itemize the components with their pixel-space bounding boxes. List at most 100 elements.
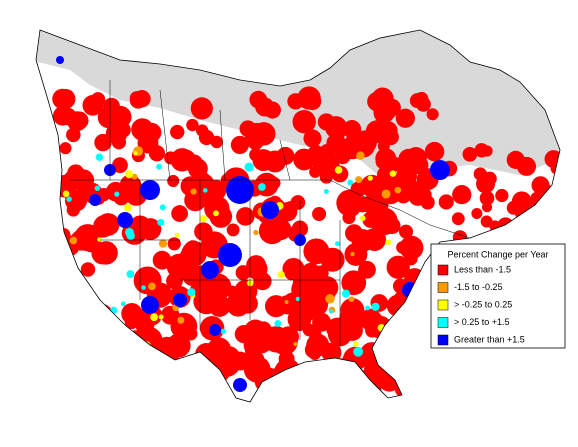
blob <box>365 305 371 311</box>
blob <box>94 185 101 191</box>
blob <box>190 188 197 195</box>
blob <box>56 390 72 402</box>
blob <box>157 355 184 382</box>
blob <box>55 88 76 109</box>
blob <box>531 176 550 195</box>
blob <box>59 107 77 126</box>
blob <box>140 180 160 200</box>
blob <box>244 162 254 172</box>
blob <box>141 296 159 314</box>
blob <box>55 369 80 393</box>
blob <box>59 142 72 155</box>
blob <box>375 153 392 170</box>
blob <box>313 377 339 402</box>
blob <box>124 330 142 348</box>
blob <box>89 194 101 206</box>
blob <box>94 219 112 238</box>
blob <box>424 141 445 162</box>
blob <box>233 378 247 392</box>
blob <box>110 306 118 314</box>
blob <box>379 121 398 140</box>
blob <box>47 350 74 377</box>
blob <box>335 241 341 247</box>
blob <box>268 380 293 402</box>
blob <box>438 194 454 210</box>
blob <box>181 263 205 287</box>
blob <box>137 366 154 382</box>
blob <box>309 165 322 178</box>
blob <box>126 231 135 241</box>
blob <box>95 153 104 161</box>
blob <box>90 92 106 107</box>
blob <box>356 151 365 160</box>
blob <box>158 382 187 402</box>
blob <box>303 92 322 111</box>
blob <box>452 185 472 205</box>
blob <box>187 369 202 384</box>
blob <box>97 106 120 129</box>
blob <box>395 108 416 128</box>
blob <box>57 229 64 237</box>
blob <box>112 157 128 174</box>
blob <box>246 258 268 280</box>
blob <box>371 302 380 311</box>
blob <box>56 56 64 64</box>
blob <box>402 282 418 298</box>
blob <box>395 325 418 348</box>
blob <box>302 323 316 337</box>
legend-swatch <box>437 317 449 328</box>
blob <box>174 232 180 238</box>
blob <box>220 328 226 334</box>
blob <box>102 338 120 356</box>
blob <box>351 229 375 252</box>
blob <box>426 108 439 121</box>
blob <box>192 367 218 393</box>
blob <box>187 288 196 297</box>
blob <box>342 211 356 225</box>
blob <box>170 124 185 140</box>
blob <box>359 215 366 222</box>
blob <box>97 237 102 242</box>
blob <box>430 160 450 180</box>
blob <box>72 169 95 192</box>
blob <box>396 329 424 357</box>
blob <box>67 337 91 361</box>
legend-label: Less than -1.5 <box>454 264 511 274</box>
blob <box>210 135 223 149</box>
blob <box>295 296 301 302</box>
blob <box>270 380 286 396</box>
blob <box>213 210 219 217</box>
blob <box>284 300 289 305</box>
blob <box>358 260 376 279</box>
blob <box>405 146 427 169</box>
blob <box>166 272 183 290</box>
blob <box>364 382 382 399</box>
blob <box>156 336 178 358</box>
blob <box>270 363 298 392</box>
blob <box>117 212 133 228</box>
blob <box>495 188 509 203</box>
blob <box>195 124 209 137</box>
blob <box>69 236 78 245</box>
blob <box>274 319 282 327</box>
blob <box>167 237 181 251</box>
blob <box>125 170 134 179</box>
blob <box>121 303 143 325</box>
blob <box>385 239 392 246</box>
blob <box>190 97 213 120</box>
blob <box>85 369 110 394</box>
blob <box>159 204 166 211</box>
blob <box>378 339 395 356</box>
blob <box>354 196 371 213</box>
blob <box>348 296 355 302</box>
blob <box>133 151 138 156</box>
blob <box>239 120 257 138</box>
blob <box>208 294 231 317</box>
blob <box>353 346 364 357</box>
blob <box>394 338 413 358</box>
blob <box>341 289 351 298</box>
blob <box>383 217 401 235</box>
blob <box>303 129 322 148</box>
blob <box>394 186 402 194</box>
